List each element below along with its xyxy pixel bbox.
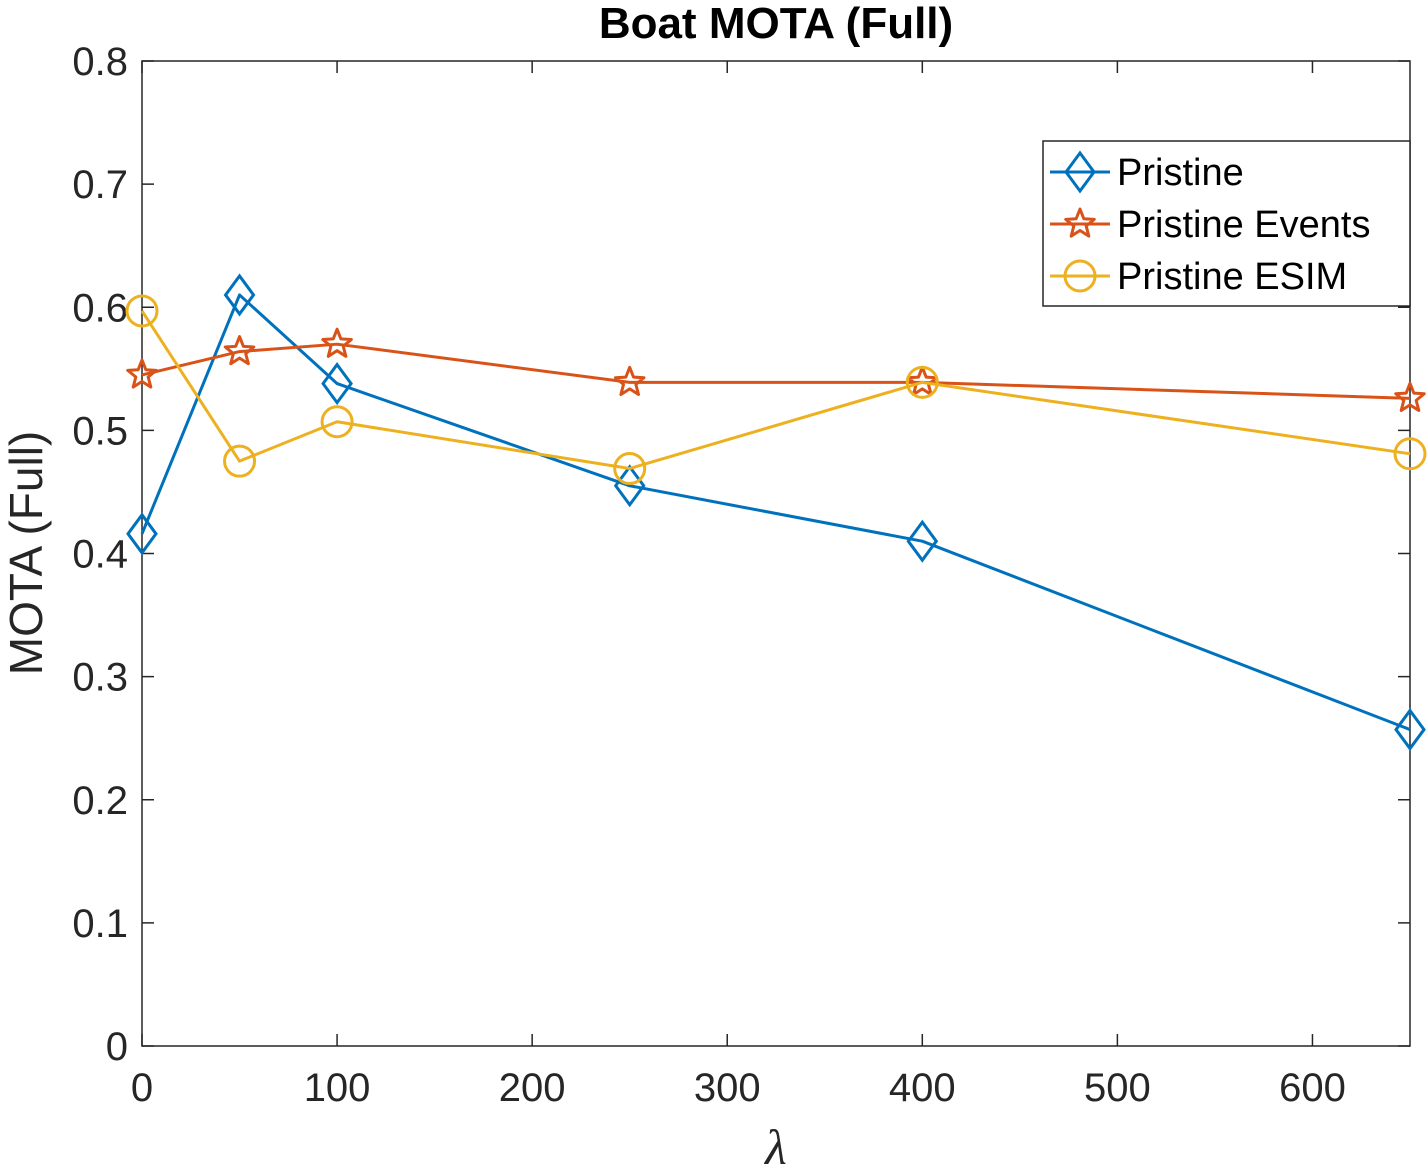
data-point	[1394, 708, 1426, 752]
legend-marker	[1064, 207, 1096, 238]
y-tick-label: 0.2	[72, 779, 128, 823]
series-pristine-esim	[125, 294, 1427, 486]
series-line	[141, 342, 1411, 400]
legend: Pristine Pristine Events Pristine ESIM	[1042, 140, 1411, 307]
data-point	[321, 327, 353, 358]
y-tick-label: 0	[106, 1025, 128, 1069]
data-point	[906, 365, 939, 396]
y-tick-label: 0.6	[72, 286, 128, 330]
legend-label: Pristine ESIM	[1117, 256, 1347, 298]
data-point	[613, 365, 646, 396]
data-point	[906, 519, 939, 563]
data-point	[126, 358, 158, 389]
x-tick-label: 200	[499, 1066, 566, 1110]
series-pristine-events	[126, 327, 1426, 412]
y-axis: 0 0.1 0.2 0.3 0.4 0.5 0.6 0.7 0.8	[72, 40, 1410, 1069]
x-tick-label: 300	[694, 1066, 761, 1110]
data-point	[613, 452, 647, 486]
y-tick-label: 0.5	[72, 409, 128, 453]
x-tick-label: 500	[1084, 1066, 1151, 1110]
data-point	[125, 294, 159, 328]
chart-title: Boat MOTA (Full)	[599, 0, 953, 48]
legend-label: Pristine	[1117, 152, 1244, 194]
data-point	[1394, 381, 1426, 412]
legend-item: Pristine Events	[1050, 204, 1370, 246]
data-point	[223, 273, 256, 317]
y-tick-label: 0.8	[72, 40, 128, 84]
data-point	[223, 444, 257, 478]
data-point	[321, 362, 353, 406]
legend-marker	[1063, 259, 1097, 293]
data-point	[320, 405, 354, 439]
x-tick-label: 600	[1279, 1066, 1346, 1110]
data-point	[126, 512, 158, 556]
y-axis-label: MOTA (Full)	[0, 431, 52, 675]
legend-item: Pristine ESIM	[1050, 256, 1347, 298]
legend-marker	[1064, 150, 1096, 194]
series-layer	[125, 273, 1427, 752]
series-line	[140, 293, 1411, 731]
data-point	[905, 365, 939, 399]
legend-item: Pristine	[1050, 150, 1244, 194]
x-tick-label: 100	[304, 1066, 371, 1110]
series-pristine	[126, 273, 1426, 752]
y-tick-label: 0.3	[72, 656, 128, 700]
x-axis-label: λ	[763, 1119, 787, 1171]
y-tick-label: 0.7	[72, 163, 128, 207]
x-tick-label: 400	[889, 1066, 956, 1110]
data-point	[223, 335, 256, 366]
series-line	[140, 310, 1411, 471]
data-point	[1393, 437, 1427, 471]
y-tick-label: 0.4	[72, 533, 128, 577]
x-axis: 0 100 200 300 400 500 600	[131, 61, 1346, 1110]
x-tick-label: 0	[131, 1066, 153, 1110]
y-tick-label: 0.1	[72, 902, 128, 946]
legend-label: Pristine Events	[1117, 204, 1370, 246]
